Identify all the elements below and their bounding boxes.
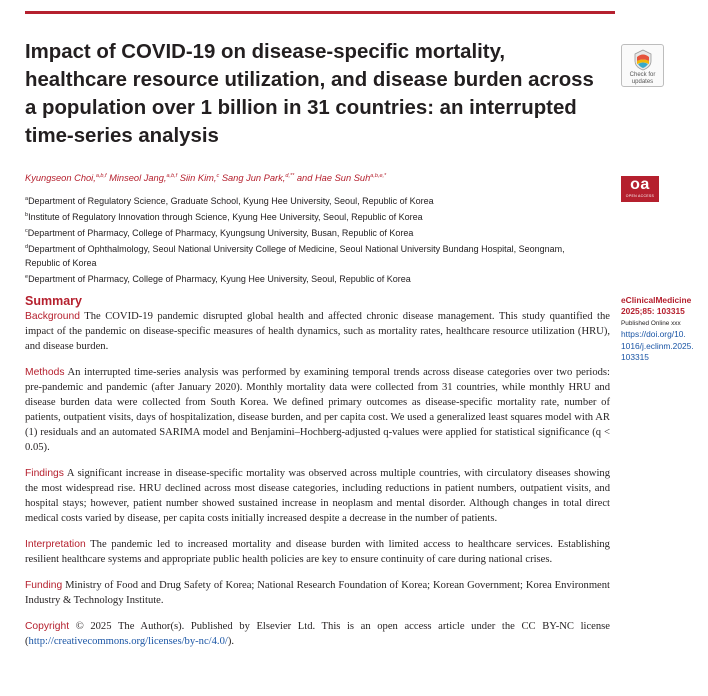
author[interactable]: Kyungseon Choi,a,b,f	[25, 173, 107, 184]
summary-heading: Summary	[25, 294, 82, 308]
abstract-funding: Funding Ministry of Food and Drug Safety…	[25, 580, 610, 606]
section-label: Findings	[25, 468, 64, 479]
citation-sidebar: eClinicalMedicine 2025;85: 103315 Publis…	[621, 295, 705, 364]
section-label: Methods	[25, 367, 65, 378]
author[interactable]: Siin Kim,c	[179, 173, 220, 184]
abstract-background: Background The COVID-19 pandemic disrupt…	[25, 311, 610, 352]
check-for-updates-badge[interactable]: Check for updates	[621, 44, 664, 87]
section-label: Copyright	[25, 621, 70, 632]
section-label: Interpretation	[25, 539, 86, 550]
abstract-methods: Methods An interrupted time-series analy…	[25, 367, 610, 453]
author[interactable]: and Hae Sun Suha,b,e,*	[296, 173, 387, 184]
author[interactable]: Sang Jun Park,d,**	[221, 173, 295, 184]
journal-name[interactable]: eClinicalMedicine	[621, 295, 692, 305]
author-list: Kyungseon Choi,a,b,f Minseol Jang,a,b,f …	[25, 170, 610, 184]
affiliation-list: aDepartment of Regulatory Science, Gradu…	[25, 192, 600, 286]
top-rule	[25, 11, 615, 14]
abstract-copyright: Copyright © 2025 The Author(s). Publishe…	[25, 621, 610, 647]
license-link[interactable]: http://creativecommons.org/licenses/by-n…	[28, 636, 228, 647]
check-updates-icon	[634, 49, 651, 71]
affiliation: bInstitute of Regulatory Innovation thro…	[25, 212, 423, 222]
doi-link[interactable]: https://doi.org/10. 1016/j.eclinm.2025. …	[621, 329, 694, 362]
affiliation: aDepartment of Regulatory Science, Gradu…	[25, 196, 434, 206]
journal-citation: 2025;85: 103315	[621, 305, 685, 316]
abstract: Background The COVID-19 pandemic disrupt…	[25, 309, 610, 649]
open-access-logo: oa OPEN ACCESS	[621, 176, 659, 202]
oa-logo-subtext: OPEN ACCESS	[625, 194, 655, 198]
abstract-findings: Findings A significant increase in disea…	[25, 468, 610, 524]
article-title: Impact of COVID-19 on disease-specific m…	[25, 41, 594, 147]
affiliation: eDepartment of Pharmacy, College of Phar…	[25, 274, 411, 284]
affiliation: dDepartment of Ophthalmology, Seoul Nati…	[25, 244, 565, 268]
section-label: Background	[25, 311, 80, 322]
check-updates-label: Check for updates	[629, 72, 656, 85]
affiliation: cDepartment of Pharmacy, College of Phar…	[25, 228, 414, 238]
section-label: Funding	[25, 580, 63, 591]
oa-logo-text: oa	[630, 176, 650, 193]
published-online: Published Online xxx	[621, 320, 681, 327]
abstract-interpretation: Interpretation The pandemic led to incre…	[25, 539, 610, 565]
author[interactable]: Minseol Jang,a,b,f	[109, 173, 178, 184]
